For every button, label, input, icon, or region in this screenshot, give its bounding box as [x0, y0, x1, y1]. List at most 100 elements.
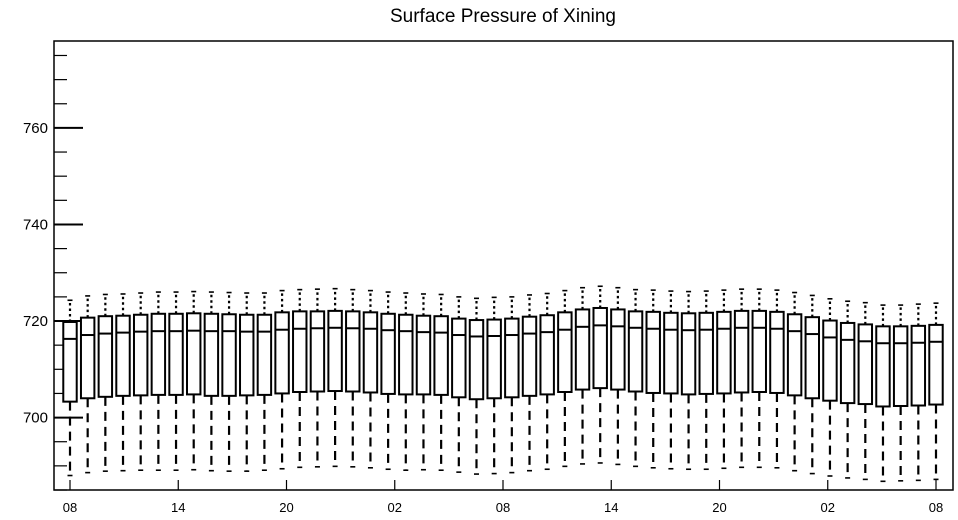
- box-11: [239, 292, 255, 472]
- box-iqr: [804, 316, 821, 400]
- box-2: [79, 295, 96, 474]
- box-iqr: [592, 306, 608, 390]
- box-iqr: [62, 320, 78, 403]
- y-tick-label: 760: [23, 120, 48, 137]
- box-17: [345, 288, 361, 468]
- box-iqr: [892, 325, 909, 407]
- box-41: [769, 289, 785, 469]
- box-6: [150, 291, 167, 472]
- box-12: [256, 292, 273, 472]
- box-14: [292, 288, 308, 469]
- x-tick-label: 14: [604, 500, 618, 515]
- box-30: [574, 286, 591, 465]
- box-iqr: [415, 314, 432, 396]
- box-46: [857, 301, 874, 481]
- box-iqr: [203, 312, 220, 397]
- box-iqr: [451, 317, 467, 399]
- box-25: [486, 296, 502, 475]
- box-iqr: [875, 325, 891, 408]
- box-iqr: [822, 319, 838, 402]
- box-10: [221, 291, 237, 472]
- box-series: [62, 285, 944, 483]
- box-iqr: [839, 321, 856, 405]
- box-35: [663, 290, 679, 470]
- box-iqr: [97, 315, 114, 398]
- box-iqr: [362, 311, 379, 394]
- box-8: [185, 290, 202, 471]
- box-49: [910, 303, 927, 482]
- box-iqr: [928, 323, 944, 406]
- box-38: [716, 289, 732, 470]
- box-43: [804, 294, 821, 475]
- x-tick-label: 14: [171, 500, 185, 515]
- box-34: [645, 289, 661, 469]
- box-27: [521, 294, 538, 472]
- box-5: [132, 292, 149, 472]
- box-13: [274, 289, 290, 470]
- box-iqr: [786, 313, 803, 397]
- chart-title: Surface Pressure of Xining: [390, 6, 616, 27]
- box-33: [627, 288, 644, 468]
- box-37: [698, 290, 714, 471]
- x-tick-label: 20: [712, 500, 726, 515]
- box-21: [415, 293, 432, 471]
- box-iqr: [309, 310, 326, 393]
- box-iqr: [221, 313, 237, 397]
- box-iqr: [769, 310, 785, 394]
- box-iqr: [610, 308, 626, 391]
- box-iqr: [910, 324, 927, 407]
- box-iqr: [698, 311, 714, 395]
- box-iqr: [645, 310, 661, 394]
- x-tick-label: 02: [388, 500, 402, 515]
- box-15: [309, 288, 326, 468]
- box-42: [786, 291, 803, 472]
- box-50: [928, 302, 944, 481]
- box-26: [504, 296, 520, 474]
- x-tick-label: 08: [63, 500, 77, 515]
- box-3: [97, 293, 114, 472]
- box-iqr: [574, 308, 591, 391]
- box-iqr: [521, 315, 538, 397]
- box-iqr: [557, 311, 573, 393]
- box-iqr: [115, 314, 131, 397]
- box-29: [557, 289, 573, 468]
- box-47: [875, 304, 891, 483]
- y-tick-label: 700: [23, 410, 48, 427]
- box-48: [892, 304, 909, 482]
- box-iqr: [486, 318, 502, 400]
- box-45: [839, 300, 856, 479]
- box-iqr: [380, 312, 396, 395]
- plot-frame: [53, 40, 954, 491]
- box-40: [751, 288, 767, 469]
- y-tick-label: 720: [23, 313, 48, 330]
- box-iqr: [539, 314, 555, 396]
- box-iqr: [733, 309, 750, 394]
- y-axis: 700 720 740 760: [23, 54, 83, 491]
- box-20: [398, 292, 414, 472]
- y-tick-label: 740: [23, 216, 48, 233]
- box-18: [362, 289, 379, 469]
- box-28: [539, 292, 555, 471]
- box-31: [592, 285, 608, 464]
- box-iqr: [504, 317, 520, 399]
- box-iqr: [185, 312, 202, 396]
- x-axis: 08 14 20 02 08 14 20 02 08: [63, 480, 943, 515]
- box-iqr: [663, 311, 679, 395]
- box-iqr: [256, 313, 273, 396]
- x-tick-label: 08: [496, 500, 510, 515]
- box-4: [115, 293, 131, 472]
- box-iqr: [857, 323, 874, 406]
- box-iqr: [327, 309, 343, 393]
- box-iqr: [150, 312, 167, 396]
- x-tick-label: 08: [929, 500, 943, 515]
- box-24: [468, 297, 485, 475]
- box-23: [451, 296, 467, 473]
- box-39: [733, 288, 750, 469]
- box-32: [610, 286, 626, 466]
- box-iqr: [680, 312, 697, 396]
- box-iqr: [168, 312, 184, 396]
- x-tick-label: 20: [279, 500, 293, 515]
- box-16: [327, 287, 343, 468]
- box-iqr: [239, 313, 255, 397]
